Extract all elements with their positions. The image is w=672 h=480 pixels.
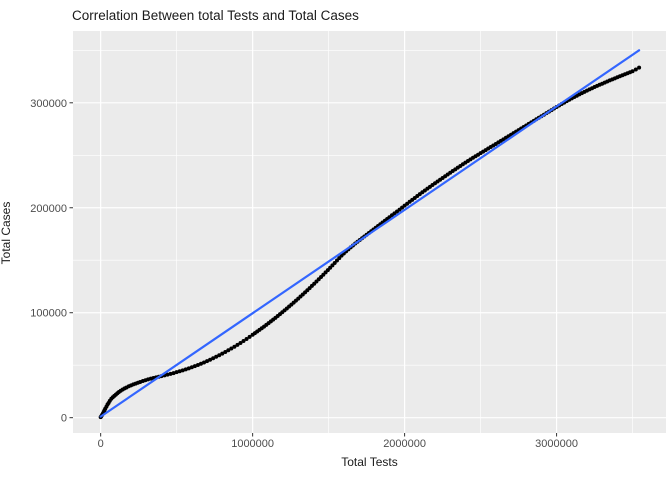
scatter-point	[217, 353, 222, 358]
scatter-point	[244, 336, 249, 341]
scatter-point	[202, 360, 207, 365]
scatter-point	[637, 65, 642, 70]
scatter-point	[630, 69, 635, 74]
scatter-point	[241, 338, 246, 343]
scatter-point	[198, 361, 203, 366]
scatter-point	[195, 362, 200, 367]
scatter-point	[211, 356, 216, 361]
x-tick-label: 1000000	[231, 438, 274, 450]
y-tick-label: 100000	[30, 308, 67, 320]
scatter-point	[192, 364, 197, 369]
scatter-point	[214, 354, 219, 359]
scatter-point	[633, 67, 638, 72]
scatter-point	[235, 342, 240, 347]
scatter-point	[205, 359, 210, 364]
scatter-point	[174, 370, 179, 375]
scatter-point	[177, 369, 182, 374]
scatter-point	[183, 367, 188, 372]
y-tick-label: 0	[61, 413, 67, 425]
scatter-point	[238, 340, 243, 345]
scatter-point	[180, 368, 185, 373]
chart-title: Correlation Between total Tests and Tota…	[72, 8, 359, 23]
x-tick-label: 3000000	[535, 438, 578, 450]
x-axis-title: Total Tests	[341, 455, 398, 469]
scatter-point	[208, 357, 213, 362]
scatter-point	[247, 334, 252, 339]
scatter-point	[171, 371, 176, 376]
scatter-point	[226, 348, 231, 353]
scatter-point	[165, 372, 170, 377]
y-axis-title: Total Cases	[0, 201, 13, 265]
x-tick-label: 2000000	[383, 438, 426, 450]
scatter-point	[168, 371, 173, 376]
scatter-point	[220, 351, 225, 356]
y-tick-label: 200000	[30, 203, 67, 215]
scatter-point	[189, 365, 194, 370]
trend-line	[99, 49, 641, 418]
scatter-point	[223, 349, 228, 354]
scatter-point	[186, 366, 191, 371]
scatter-point	[229, 346, 234, 351]
y-tick-label: 300000	[30, 98, 67, 110]
x-tick-label: 0	[98, 438, 104, 450]
scatter-point	[232, 344, 237, 349]
